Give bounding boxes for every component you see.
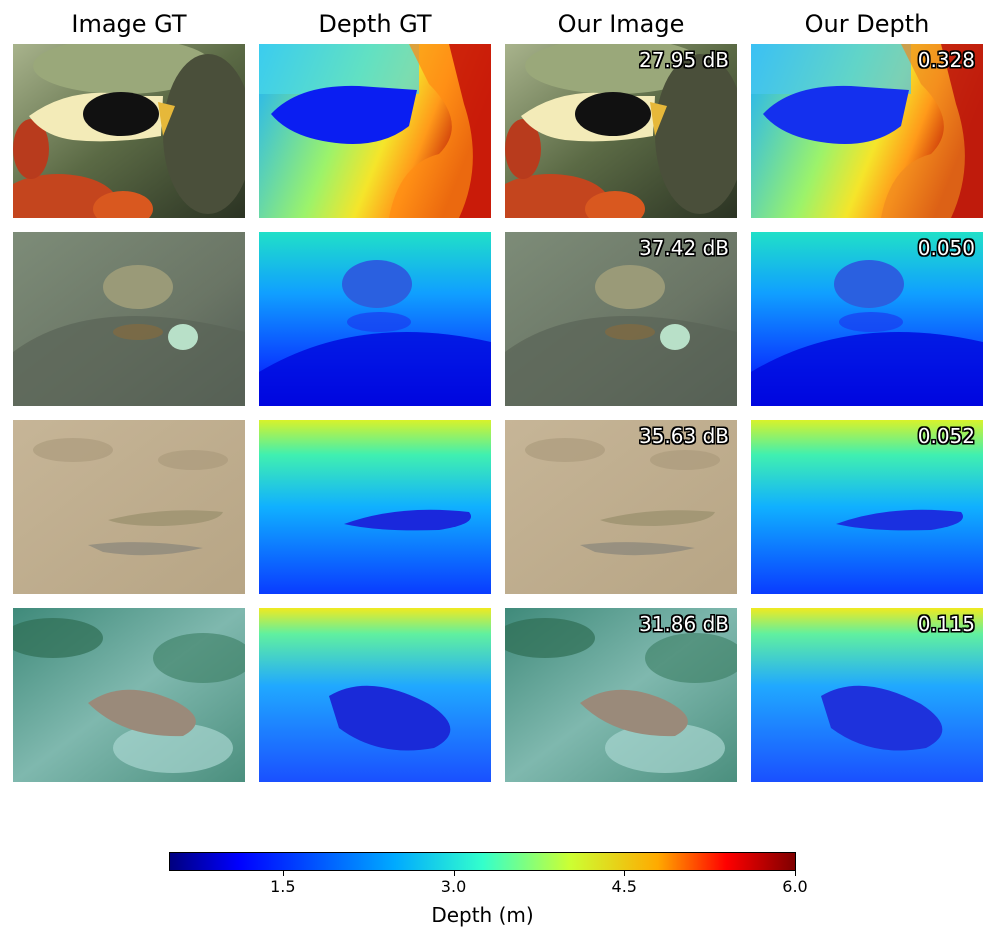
column-title-our-depth: Our Depth — [804, 10, 930, 38]
depth-gt-row-4 — [259, 608, 491, 782]
our-image-row-1: 27.95 dB — [505, 44, 737, 218]
our-depth-row-3: 0.052 — [751, 420, 983, 594]
colorbar-tick-label: 4.5 — [611, 877, 637, 896]
psnr-value: 37.42 dB — [638, 236, 729, 260]
our-depth-row-1: 0.328 — [751, 44, 983, 218]
colorbar-tick-label: 1.5 — [270, 877, 296, 896]
image-gt-row-2 — [13, 232, 245, 406]
image-gt-row-1 — [13, 44, 245, 218]
colorbar-tick-label: 6.0 — [782, 877, 808, 896]
depth-gt-row-2 — [259, 232, 491, 406]
our-image-row-4: 31.86 dB — [505, 608, 737, 782]
colorbar-label: Depth (m) — [431, 903, 534, 927]
our-depth-row-2: 0.050 — [751, 232, 983, 406]
depth-error-value: 0.328 — [917, 48, 975, 72]
image-gt-row-4 — [13, 608, 245, 782]
column-title-our-image: Our Image — [557, 10, 685, 38]
colorbar-tick — [624, 871, 626, 876]
our-depth-row-4: 0.115 — [751, 608, 983, 782]
depth-error-value: 0.115 — [917, 612, 975, 636]
depth-error-value: 0.050 — [917, 236, 975, 260]
colorbar-tick-label: 3.0 — [440, 877, 467, 896]
colorbar-tick — [453, 871, 455, 876]
our-image-row-3: 35.63 dB — [505, 420, 737, 594]
psnr-value: 35.63 dB — [638, 424, 729, 448]
colorbar-tick — [282, 871, 284, 876]
depth-gt-row-1 — [259, 44, 491, 218]
psnr-value: 27.95 dB — [638, 48, 729, 72]
depth-gt-row-3 — [259, 420, 491, 594]
image-gt-row-3 — [13, 420, 245, 594]
depth-colorbar — [169, 852, 796, 871]
column-title-depth-gt: Depth GT — [318, 10, 432, 38]
psnr-value: 31.86 dB — [638, 612, 729, 636]
colorbar-tick — [795, 871, 796, 876]
depth-error-value: 0.052 — [917, 424, 975, 448]
column-title-image-gt: Image GT — [71, 10, 187, 38]
our-image-row-2: 37.42 dB — [505, 232, 737, 406]
